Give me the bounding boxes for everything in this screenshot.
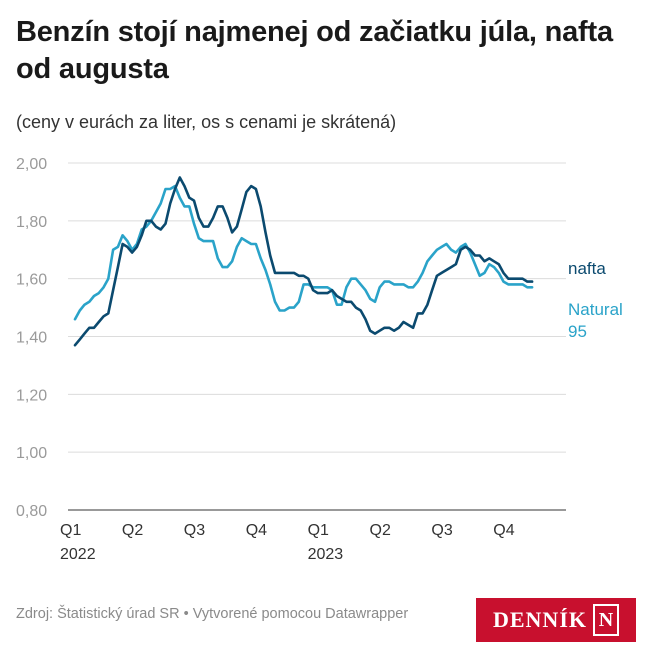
logo-mark: N: [593, 604, 619, 636]
x-tick-label: Q3: [184, 522, 205, 539]
y-tick-label: 1,80: [16, 214, 47, 231]
dennik-n-logo[interactable]: DENNÍK N: [476, 598, 636, 642]
line-chart: 2,00 1,80 1,60 1,40 1,20 1,00 0,80 Q1 2022 Q2 Q3 Q4…: [16, 156, 623, 563]
x-tick-label: Q4: [246, 522, 267, 539]
x-tick-label: Q3: [431, 522, 452, 539]
series-line-nafta: [73, 176, 534, 347]
x-tick-label: Q2: [122, 522, 143, 539]
source-note: Zdroj: Štatistický úrad SR • Vytvorené p…: [16, 606, 409, 622]
y-tick-label: 1,00: [16, 445, 47, 462]
x-tick-year: 2023: [308, 546, 344, 563]
y-tick-label: 2,00: [16, 156, 47, 173]
x-tick-year: 2022: [60, 546, 96, 563]
series-label-natural95: Natural: [568, 300, 623, 319]
chart-title: Benzín stojí najmenej od začiatku júla, …: [16, 16, 613, 85]
y-tick-label: 1,40: [16, 330, 47, 347]
y-tick-label: 0,80: [16, 503, 47, 520]
x-tick-label: Q2: [370, 522, 391, 539]
x-tick-label: Q1: [308, 522, 329, 539]
x-tick-label: Q1: [60, 522, 81, 539]
chart-subtitle: (ceny v eurách za liter, os s cenami je …: [16, 112, 397, 132]
series-label-natural95-line2: 95: [568, 322, 587, 341]
series-label-nafta: nafta: [568, 259, 606, 278]
series-line-natural95: [73, 184, 534, 321]
y-tick-label: 1,60: [16, 272, 47, 289]
logo-text: DENNÍK: [492, 607, 587, 632]
x-tick-label: Q4: [493, 522, 514, 539]
y-tick-label: 1,20: [16, 387, 47, 404]
